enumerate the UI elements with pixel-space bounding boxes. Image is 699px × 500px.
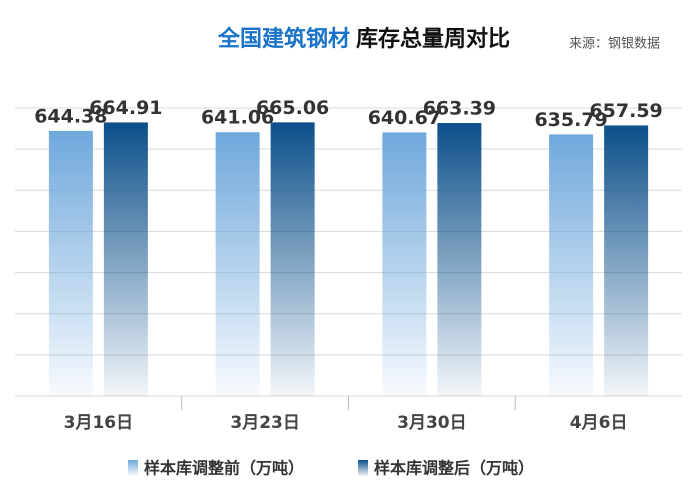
legend-label: 样本库调整后（万吨） <box>374 459 534 478</box>
value-label: 640.67 <box>368 107 441 129</box>
value-label: 663.39 <box>423 98 496 120</box>
x-tick-label: 3月16日 <box>64 413 134 433</box>
bar <box>215 132 260 396</box>
value-label: 664.91 <box>89 97 162 119</box>
chart-title: 库存总量周对比 <box>356 26 510 52</box>
value-label: 644.38 <box>34 105 107 127</box>
bar <box>270 122 315 397</box>
bar <box>604 125 649 397</box>
value-label: 657.59 <box>589 100 662 122</box>
legend-label: 样本库调整前（万吨） <box>144 459 304 478</box>
bar <box>103 122 148 397</box>
value-label: 665.06 <box>256 97 329 119</box>
legend-swatch <box>128 460 138 476</box>
bar <box>48 130 93 396</box>
bar <box>549 134 594 396</box>
bar <box>437 123 482 396</box>
x-tick-label: 3月30日 <box>397 413 467 433</box>
bar <box>382 132 427 396</box>
x-tick-label: 4月6日 <box>570 413 628 433</box>
value-label: 635.79 <box>534 109 607 131</box>
x-tick-label: 3月23日 <box>230 413 300 433</box>
source: 来源：钢银数据 <box>569 37 660 52</box>
chart-title-highlight: 全国建筑钢材 <box>217 26 350 52</box>
legend-swatch <box>358 460 368 476</box>
value-label: 641.06 <box>201 107 274 129</box>
